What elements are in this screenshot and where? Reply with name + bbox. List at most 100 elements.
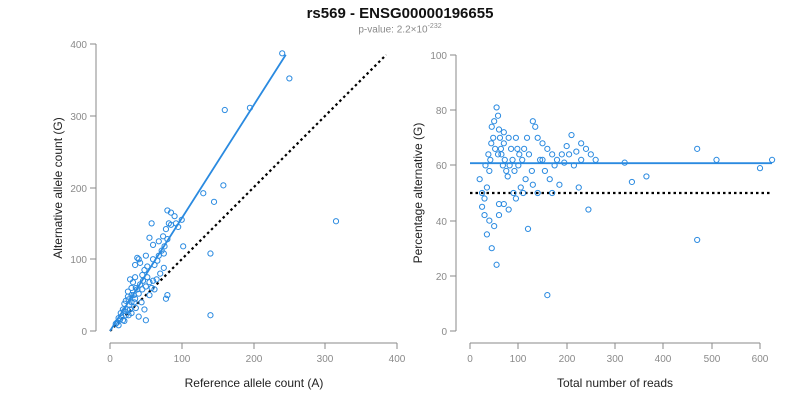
p-value-exponent: -232 — [427, 23, 442, 30]
right-data-point — [485, 151, 492, 158]
left-data-point — [159, 233, 167, 240]
p-value-subtitle: p-value: 2.2×10-232 — [0, 23, 800, 35]
left-data-point — [142, 283, 149, 290]
p-value-text: p-value: 2.2×10 — [358, 24, 428, 36]
right-data-point — [534, 189, 541, 197]
left-data-point — [164, 292, 171, 299]
right-data-point — [488, 140, 495, 147]
right-data-point — [575, 184, 582, 191]
left-data-point — [126, 306, 134, 313]
right-x-axis-label: Total number of reads — [557, 376, 673, 390]
left-data-point — [332, 218, 340, 225]
left-data-point — [220, 182, 227, 189]
left-data-point — [128, 309, 135, 317]
right-data-point — [504, 173, 511, 180]
right-plot-area — [470, 104, 776, 299]
right-data-point — [490, 134, 497, 141]
right-data-point — [546, 176, 553, 183]
left-data-point — [160, 264, 167, 271]
right-data-point — [520, 189, 527, 197]
left-x-axis: 0 100 200 300 400 — [107, 342, 406, 365]
left-x-axis-label: Reference allele count (A) — [185, 376, 324, 390]
right-data-point — [713, 156, 720, 163]
left-data-point — [221, 106, 228, 114]
right-data-point — [510, 189, 517, 197]
left-data-point — [162, 295, 170, 302]
right-data-point — [573, 148, 580, 155]
left-data-point — [158, 247, 165, 254]
right-y-tick-label: 0 — [441, 327, 447, 338]
left-data-point — [132, 304, 139, 312]
left-data-point — [115, 322, 122, 329]
right-x-tick-label: 300 — [607, 354, 624, 365]
right-data-point — [478, 203, 486, 210]
right-data-point — [519, 156, 526, 163]
right-data-point — [521, 145, 528, 152]
left-data-point — [155, 238, 162, 245]
right-data-point — [492, 145, 499, 152]
right-data-point — [553, 156, 561, 163]
left-data-point — [146, 279, 153, 286]
right-data-point — [494, 151, 502, 158]
right-data-point — [495, 211, 503, 219]
right-y-tick-label: 80 — [436, 106, 448, 117]
right-data-point — [512, 195, 520, 202]
right-data-point — [509, 156, 516, 163]
right-data-point — [512, 134, 520, 141]
left-y-tick-label: 200 — [70, 184, 87, 195]
right-data-point — [481, 195, 488, 202]
right-data-point — [563, 142, 570, 150]
right-data-point — [483, 231, 491, 238]
left-fit-line — [109, 54, 287, 332]
left-x-tick-label: 0 — [107, 354, 113, 365]
left-data-point — [200, 190, 207, 197]
right-data-point — [496, 134, 504, 141]
left-data-point — [141, 266, 148, 274]
right-x-tick-label: 400 — [655, 354, 672, 365]
right-x-axis: 0 100 200 300 400 500 600 — [467, 342, 769, 365]
right-data-point — [628, 178, 636, 186]
left-data-point — [157, 270, 164, 277]
left-reference-line — [109, 53, 388, 332]
right-data-point — [493, 261, 500, 268]
right-y-axis: 0 20 40 60 80 100 — [430, 51, 457, 338]
right-data-point — [587, 151, 594, 158]
right-data-point — [516, 151, 523, 158]
left-y-tick-label: 0 — [81, 327, 87, 338]
right-data-point — [585, 206, 592, 213]
right-data-point — [529, 181, 536, 188]
right-y-tick-label: 100 — [430, 51, 447, 62]
left-data-point — [149, 277, 157, 284]
left-y-axis-label: Alternative allele count (G) — [51, 117, 65, 258]
right-x-tick-label: 500 — [704, 354, 721, 365]
right-data-point — [501, 156, 508, 163]
right-data-point — [500, 140, 507, 147]
left-data-point — [148, 220, 155, 227]
right-data-point — [483, 184, 491, 191]
left-data-point — [128, 284, 135, 292]
left-x-tick-label: 400 — [389, 354, 406, 365]
right-data-point — [494, 112, 502, 119]
right-data-point — [481, 211, 488, 219]
right-data-point — [517, 184, 524, 191]
right-data-point — [491, 223, 498, 230]
left-y-tick-label: 300 — [70, 112, 87, 123]
right-data-point — [487, 156, 494, 163]
right-data-point — [497, 145, 505, 152]
chart-title: rs569 - ENSG00000196655 — [306, 5, 494, 22]
left-data-point — [121, 317, 128, 325]
right-data-point — [523, 134, 531, 141]
right-data-point — [493, 104, 500, 111]
left-x-tick-label: 200 — [246, 354, 263, 365]
right-data-point — [582, 145, 590, 152]
left-data-point — [164, 207, 171, 214]
right-data-point — [524, 225, 532, 232]
left-data-point — [132, 274, 139, 281]
left-data-point — [137, 259, 144, 266]
left-data-point — [135, 313, 142, 320]
left-data-point — [162, 226, 170, 233]
right-y-axis-label: Percentage alternative (G) — [411, 123, 425, 264]
left-data-point — [131, 299, 138, 306]
right-data-point — [544, 292, 551, 299]
right-x-tick-label: 100 — [510, 354, 527, 365]
